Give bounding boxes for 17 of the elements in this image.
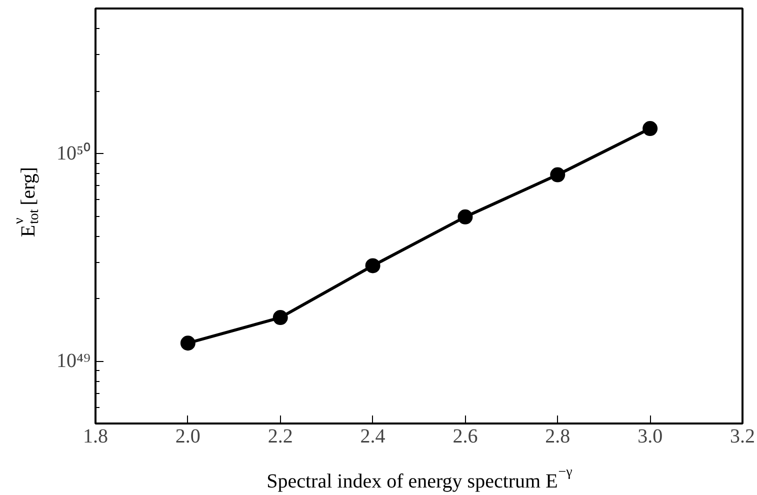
point (550, 167, 566, 182)
x-tick-label: 3.0 (638, 426, 663, 448)
y-axis-title: Eνtot [erg] (12, 166, 42, 238)
point (642, 121, 658, 136)
point (180, 336, 196, 351)
x-tick-label: 3.2 (730, 426, 755, 448)
point (365, 258, 380, 274)
y-tick-label: 10⁴⁹ (56, 350, 91, 372)
point (272, 310, 288, 326)
x-tick-label: 2.6 (452, 426, 478, 448)
x-tick-label: 2.0 (175, 426, 200, 448)
point (458, 209, 473, 224)
y-tick-label: 10⁵⁰ (56, 142, 91, 165)
x-tick-label: 2.4 (360, 426, 386, 448)
x-tick-label: 1.8 (83, 426, 108, 448)
x-tick-label: 2.8 (545, 426, 570, 448)
x-tick-label: 2.2 (268, 426, 293, 448)
